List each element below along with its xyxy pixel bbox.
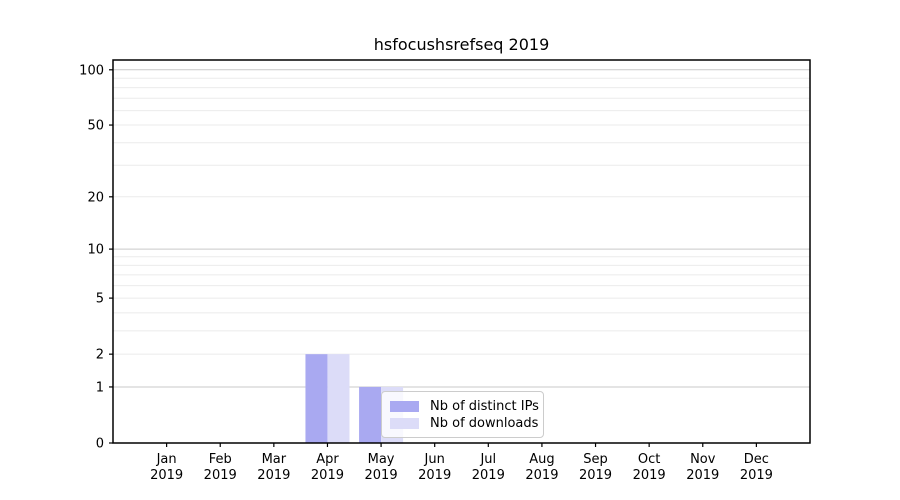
x-tick-label-year: 2019: [686, 468, 719, 483]
x-tick-label-month: Jan: [156, 452, 177, 467]
y-tick-label: 20: [87, 190, 104, 205]
x-tick-label-month: Nov: [690, 452, 716, 467]
legend-item-downloads: Nb of downloads: [390, 415, 538, 431]
y-tick-label: 50: [87, 119, 104, 134]
y-tick-label: 5: [96, 292, 104, 307]
legend-label-downloads: Nb of downloads: [430, 415, 539, 431]
bar-downloads-apr: [327, 354, 350, 443]
bar-distinct-ips-apr: [305, 354, 328, 443]
y-tick-label: 1: [96, 380, 104, 395]
x-tick-label-year: 2019: [257, 468, 290, 483]
y-tick-label: 2: [96, 348, 104, 363]
x-tick-label-month: Feb: [209, 452, 232, 467]
x-tick-label-year: 2019: [418, 468, 451, 483]
y-tick-label: 10: [87, 243, 104, 258]
legend-swatch-distinct-ips-icon: [390, 400, 419, 412]
x-tick-label-year: 2019: [740, 468, 773, 483]
legend-swatch-downloads-icon: [390, 417, 419, 429]
legend: Nb of distinct IPs Nb of downloads: [381, 391, 544, 438]
x-tick-label-month: Dec: [744, 452, 769, 467]
x-tick-label-month: May: [368, 452, 395, 467]
x-tick-label-month: Oct: [638, 452, 660, 467]
bar-distinct-ips-may: [359, 386, 382, 443]
x-tick-label-year: 2019: [633, 468, 666, 483]
legend-item-distinct-ips: Nb of distinct IPs: [390, 398, 539, 414]
x-tick-label-year: 2019: [311, 468, 344, 483]
y-tick-label: 100: [79, 63, 104, 78]
x-tick-label-month: Jul: [479, 452, 496, 467]
x-tick-label-year: 2019: [579, 468, 612, 483]
x-tick-label-month: Jun: [424, 452, 445, 467]
x-tick-label-year: 2019: [150, 468, 183, 483]
x-tick-label-year: 2019: [204, 468, 237, 483]
axes-frame: [112, 59, 811, 444]
x-tick-label-month: Aug: [529, 452, 554, 467]
legend-label-distinct-ips: Nb of distinct IPs: [430, 398, 539, 414]
chart-title: hsfocushsrefseq 2019: [373, 35, 550, 54]
y-tick-label: 0: [96, 437, 104, 452]
x-tick-label-month: Sep: [583, 452, 608, 467]
x-tick-label-year: 2019: [472, 468, 505, 483]
x-tick-label-month: Apr: [316, 452, 339, 467]
x-tick-label-month: Mar: [262, 452, 287, 467]
x-tick-label-year: 2019: [365, 468, 398, 483]
x-tick-label-year: 2019: [525, 468, 558, 483]
